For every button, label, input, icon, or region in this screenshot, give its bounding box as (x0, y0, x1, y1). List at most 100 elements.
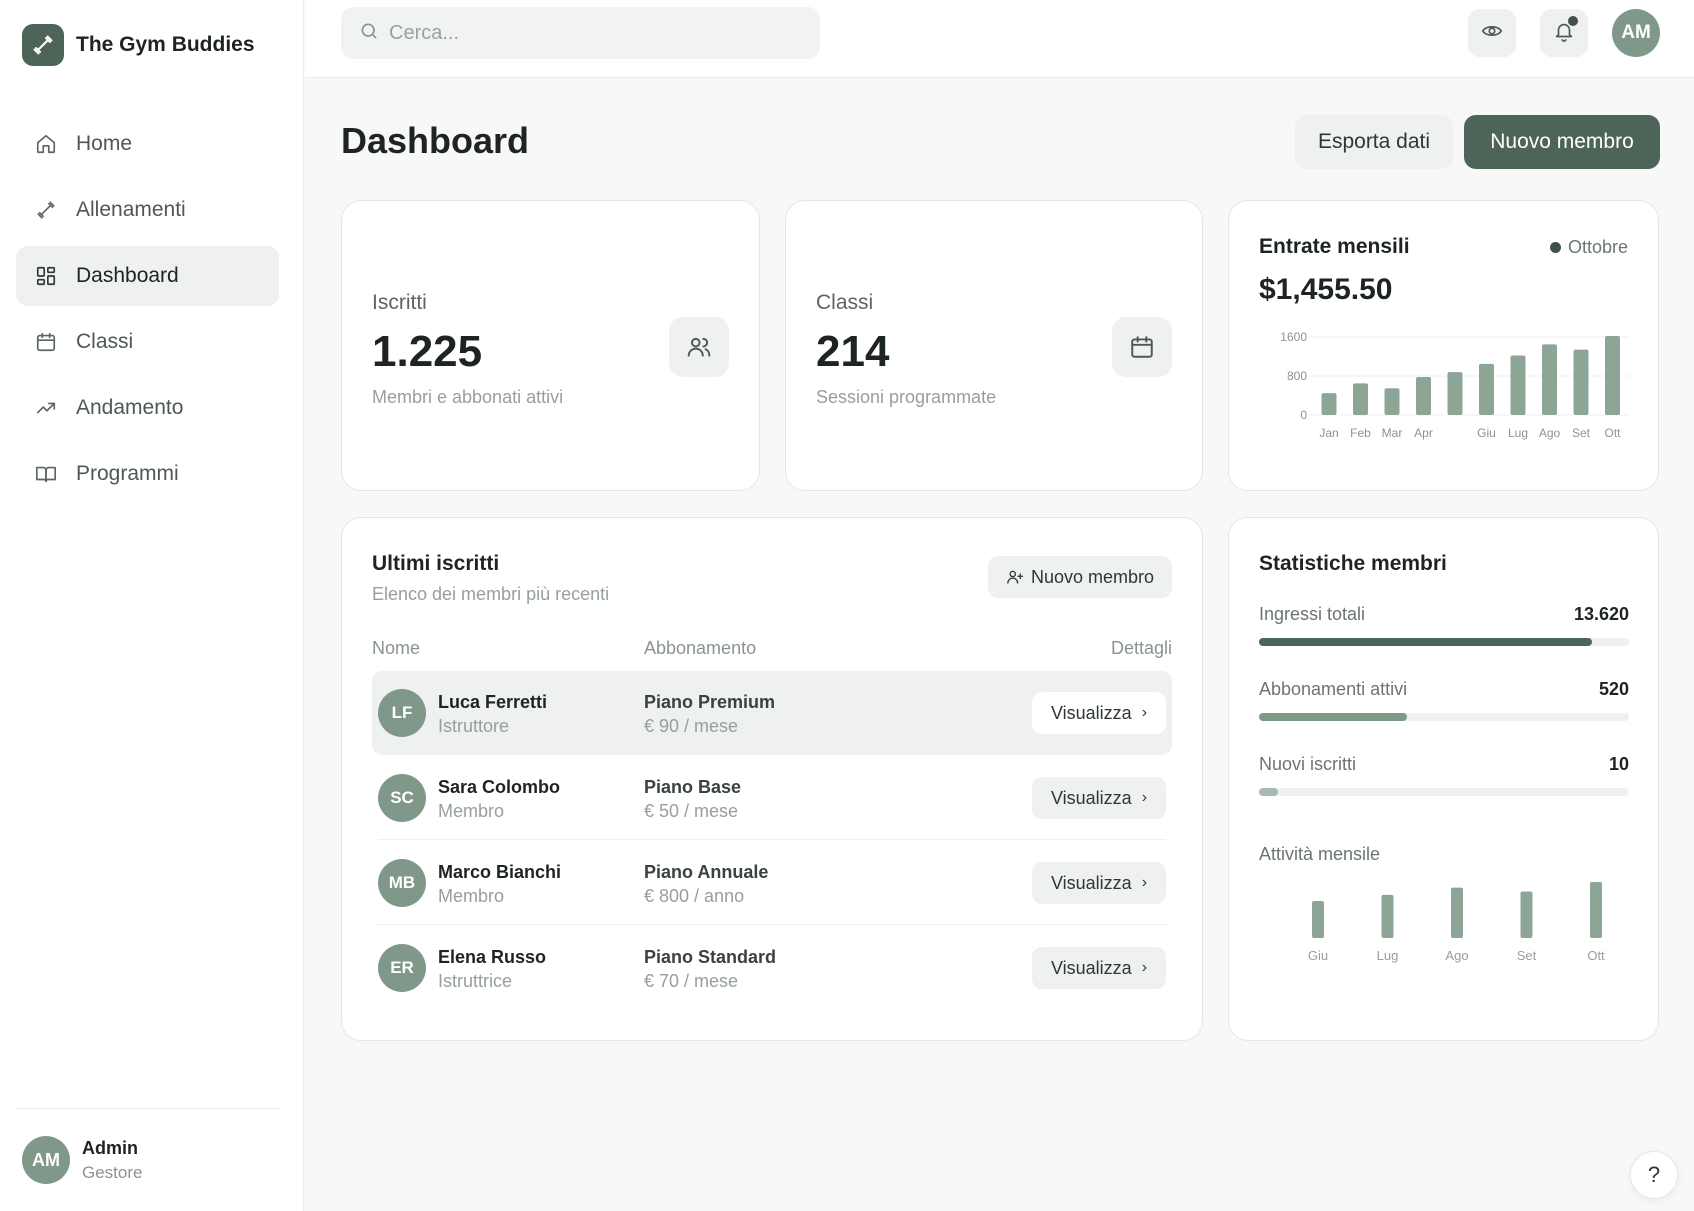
bar (1573, 349, 1589, 415)
member-price: € 90 / mese (644, 716, 739, 736)
sidebar-item-home[interactable]: Home (16, 114, 279, 174)
user-avatar-button[interactable]: AM (1612, 9, 1660, 57)
member-role: Istruttrice (438, 971, 513, 991)
x-tick-label: Apr (1414, 426, 1433, 440)
x-tick-label: Lug (1377, 948, 1399, 963)
activity-bar (1590, 882, 1602, 938)
search-input[interactable] (389, 21, 789, 45)
user-profile[interactable]: AM Admin Gestore (16, 1108, 279, 1211)
view-label: Visualizza (1050, 957, 1132, 978)
revenue-amount: $1,455.50 (1259, 273, 1393, 306)
legend-dot (1549, 242, 1561, 253)
progress-track (1259, 788, 1629, 796)
page-title: Dashboard (341, 120, 530, 161)
column-header-nome: Nome (372, 638, 421, 658)
bar (1416, 376, 1431, 415)
new-member-button[interactable]: Nuovo membro (1464, 115, 1660, 169)
members-title: Ultimi iscritti (372, 552, 500, 575)
member-plan: Piano Annuale (644, 862, 769, 882)
row-divider (378, 924, 1166, 925)
avatar: LF (378, 689, 426, 737)
bar (1353, 383, 1368, 415)
column-header-dettagli: Dettagli (1110, 638, 1172, 658)
chevron-right-icon: › (1141, 704, 1148, 721)
member-name: Sara Colombo (438, 777, 561, 797)
dumbbell-icon (34, 198, 58, 222)
stat-subtitle: Membri e abbonati attivi (372, 387, 564, 407)
x-tick-label: Feb (1350, 426, 1371, 440)
notifications-button[interactable] (1540, 9, 1588, 57)
visibility-button[interactable] (1468, 9, 1516, 57)
member-stats-title: Statistiche membri (1259, 552, 1447, 575)
view-button[interactable]: Visualizza › (1032, 862, 1166, 904)
stat-row-label: Nuovi iscritti (1259, 754, 1357, 774)
activity-title: Attività mensile (1259, 844, 1381, 864)
member-stats-card: Statistiche membri Ingressi totali 13.62… (1228, 517, 1659, 1041)
view-label: Visualizza (1050, 872, 1132, 893)
revenue-card: Entrate mensili Ottobre $1,455.50 0 800 16… (1228, 200, 1659, 491)
brand-name: The Gym Buddies (76, 33, 255, 56)
sidebar-item-programmi[interactable]: Programmi (16, 444, 279, 504)
member-name: Elena Russo (438, 947, 547, 967)
stat-value: 1.225 (372, 327, 483, 376)
bar (1479, 363, 1494, 415)
table-row[interactable]: MB Marco Bianchi Membro Piano Annuale € … (372, 841, 1172, 925)
member-price: € 50 / mese (644, 801, 739, 821)
view-button[interactable]: Visualizza › (1032, 777, 1166, 819)
member-name: Marco Bianchi (438, 862, 562, 882)
revenue-title: Entrate mensili (1259, 235, 1410, 258)
add-member-button[interactable]: Nuovo membro (987, 556, 1172, 598)
search-box[interactable] (341, 7, 820, 59)
sidebar-item-dashboard[interactable]: Dashboard (16, 246, 279, 306)
member-price: € 70 / mese (644, 971, 739, 991)
avatar: MB (378, 859, 426, 907)
sidebar-item-andamento[interactable]: Andamento (16, 378, 279, 438)
brand[interactable]: The Gym Buddies (22, 24, 255, 66)
activity-bar (1451, 887, 1463, 938)
sidebar-item-classi[interactable]: Classi (16, 312, 279, 372)
progress-track (1259, 713, 1629, 721)
bar (1384, 388, 1400, 415)
help-button[interactable]: ? (1630, 1151, 1678, 1199)
bar (1510, 355, 1526, 415)
view-button[interactable]: Visualizza › (1032, 947, 1166, 989)
sidebar-item-label: Programmi (76, 462, 179, 485)
chevron-right-icon: › (1141, 959, 1148, 976)
stat-card-iscritti: Iscritti 1.225 Membri e abbonati attivi (341, 200, 760, 491)
y-tick-label: 800 (1287, 369, 1307, 383)
view-button[interactable]: Visualizza › (1032, 692, 1166, 734)
bar (1542, 344, 1557, 415)
sidebar-item-label: Home (76, 132, 133, 155)
x-tick-label: Ott (1604, 426, 1621, 440)
activity-bar (1381, 894, 1394, 938)
stat-row-value: 520 (1598, 679, 1629, 699)
x-tick-label: Giu (1477, 426, 1496, 440)
view-label: Visualizza (1050, 702, 1132, 723)
stat-label: Classi (816, 291, 874, 314)
stat-row-abbonamenti: Abbonamenti attivi 520 (1259, 679, 1629, 721)
stat-row-nuovi: Nuovi iscritti 10 (1259, 754, 1629, 796)
y-tick-label: 1600 (1280, 330, 1307, 344)
sidebar-item-allenamenti[interactable]: Allenamenti (16, 180, 279, 240)
user-role: Gestore (82, 1162, 143, 1182)
view-label: Visualizza (1050, 787, 1132, 808)
export-button[interactable]: Esporta dati (1295, 115, 1453, 169)
member-plan: Piano Premium (644, 692, 776, 712)
search-icon (359, 21, 379, 46)
table-row[interactable]: ER Elena Russo Istruttrice Piano Standar… (372, 926, 1172, 1010)
notification-badge (1568, 16, 1578, 26)
column-header-abbonamento: Abbonamento (644, 638, 757, 658)
x-tick-label: Ago (1539, 426, 1561, 440)
x-tick-label: Jan (1319, 426, 1338, 440)
members-card: Ultimi iscritti Elenco dei membri più re… (341, 517, 1203, 1041)
user-plus-icon (1007, 570, 1024, 584)
progress-fill (1259, 713, 1407, 721)
table-row[interactable]: LF Luca Ferretti Istruttore Piano Premiu… (372, 671, 1172, 755)
activity-bar (1520, 891, 1533, 938)
users-icon (669, 317, 729, 377)
member-price: € 800 / anno (644, 886, 745, 906)
revenue-legend: Ottobre (1549, 237, 1628, 258)
member-role: Membro (438, 801, 505, 821)
table-row[interactable]: SC Sara Colombo Membro Piano Base € 50 /… (372, 756, 1172, 840)
book-icon (34, 462, 58, 486)
